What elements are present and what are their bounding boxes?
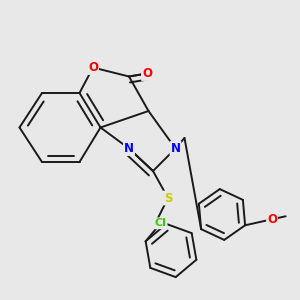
Text: S: S <box>164 191 172 205</box>
Text: N: N <box>124 142 134 155</box>
Text: O: O <box>88 61 98 74</box>
Text: N: N <box>170 142 181 155</box>
Text: O: O <box>267 213 277 226</box>
Text: Cl: Cl <box>155 218 167 228</box>
Text: O: O <box>142 67 152 80</box>
